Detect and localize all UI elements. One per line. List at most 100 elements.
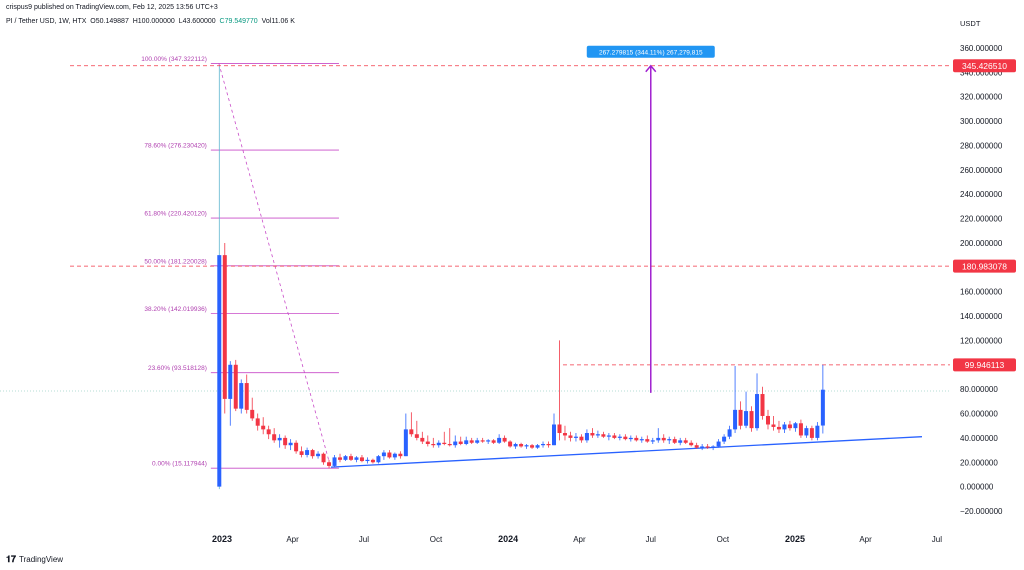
candle-body xyxy=(530,445,535,448)
fibonacci-retracement[interactable]: 100.00% (347.322112) 78.60% (276.230420) 6… xyxy=(141,56,339,469)
candle xyxy=(557,340,562,441)
candle xyxy=(623,434,628,441)
candle xyxy=(678,437,683,446)
candle xyxy=(502,435,507,443)
candle xyxy=(595,430,600,438)
time-tick-label: Jul xyxy=(646,535,656,544)
candle xyxy=(458,436,463,446)
candle xyxy=(294,440,299,454)
tradingview-brand[interactable]: 𝟏𝟕 TradingView xyxy=(6,554,63,565)
price-tags: 345.426510 180.983078 99.946113 xyxy=(953,59,1016,372)
candle xyxy=(255,413,260,431)
candle xyxy=(535,443,540,449)
time-axis[interactable]: 2023 Apr Jul Oct 2024 Apr Jul Oct 2025 Apr Jul xyxy=(212,534,942,544)
candle-body xyxy=(815,425,820,438)
candle xyxy=(689,440,694,447)
price-tag: 345.426510 xyxy=(953,59,1016,73)
candle-body xyxy=(316,453,321,457)
candle xyxy=(617,434,622,441)
candle-body xyxy=(403,429,408,457)
time-tick-label: 2024 xyxy=(498,534,518,544)
candle xyxy=(233,359,238,412)
price-tag: 99.946113 xyxy=(953,358,1016,372)
candle-body xyxy=(480,440,485,442)
time-tick-label: Apr xyxy=(573,535,586,544)
candle-body xyxy=(535,445,540,448)
candle xyxy=(436,440,441,448)
high-value: H100.000000 xyxy=(132,18,175,25)
candle-body xyxy=(776,426,781,430)
candle xyxy=(431,437,436,448)
candle-body xyxy=(601,434,606,437)
candle-body xyxy=(612,435,617,438)
candle xyxy=(376,454,381,464)
candle-body xyxy=(661,437,666,441)
candle xyxy=(760,386,765,420)
candle xyxy=(261,417,266,435)
candle-body xyxy=(744,411,749,426)
candle xyxy=(513,442,518,449)
candle xyxy=(584,429,589,443)
candle xyxy=(250,397,255,421)
candle xyxy=(321,452,326,465)
candle-body xyxy=(458,441,463,444)
candle-body xyxy=(283,437,288,446)
candle-body xyxy=(272,434,277,441)
currency-label: USDT xyxy=(960,19,981,28)
candle xyxy=(722,434,727,444)
candle xyxy=(815,422,820,441)
candle-body xyxy=(425,441,430,444)
candle xyxy=(338,453,343,463)
candle xyxy=(442,431,447,446)
symbol-label[interactable]: PI / Tether USD, 1W, HTX xyxy=(6,18,87,25)
time-tick-label: 2025 xyxy=(785,534,805,544)
candle-body xyxy=(672,439,677,443)
price-tick-label: 320.000000 xyxy=(960,93,1003,102)
candle xyxy=(727,425,732,440)
candle xyxy=(359,454,364,463)
candle-body xyxy=(321,453,326,463)
measure-tool[interactable]: 267.279815 (344.11%) 267,279,815 xyxy=(586,45,715,393)
candle-body xyxy=(590,433,595,436)
candle xyxy=(403,413,408,457)
candle xyxy=(530,443,535,449)
candle-body xyxy=(365,459,370,462)
candle xyxy=(497,434,502,444)
candle-body xyxy=(222,255,227,399)
candle xyxy=(469,437,474,444)
candle xyxy=(601,431,606,438)
candle xyxy=(524,443,529,449)
candle xyxy=(733,366,738,434)
time-tick-label: Oct xyxy=(717,535,730,544)
candle-body xyxy=(765,415,770,425)
candle-body xyxy=(475,440,480,443)
candle-body xyxy=(771,424,776,427)
candle xyxy=(705,443,710,449)
candle-body xyxy=(584,433,589,441)
tradingview-logo-icon: 𝟏𝟕 xyxy=(6,554,17,564)
candle-body xyxy=(689,442,694,446)
time-tick-label: Apr xyxy=(286,535,299,544)
candle xyxy=(628,435,633,442)
candle xyxy=(453,435,458,448)
candle xyxy=(787,420,792,431)
candle xyxy=(541,441,546,448)
candle xyxy=(266,425,271,440)
volume-value: Vol11.06 K xyxy=(261,18,295,25)
price-tick-label: 140.000000 xyxy=(960,312,1003,321)
price-tag: 180.983078 xyxy=(953,259,1016,273)
fib-level-label: 61.80% (220.420120) xyxy=(144,211,207,218)
candle-body xyxy=(694,445,699,448)
candle-body xyxy=(233,364,238,409)
measure-label-box xyxy=(586,45,715,58)
candle-body xyxy=(716,441,721,447)
candle xyxy=(327,459,332,469)
price-tick-label: 120.000000 xyxy=(960,336,1003,345)
candle-body xyxy=(628,437,633,440)
candle-body xyxy=(606,435,611,437)
candle-body xyxy=(683,440,688,443)
price-tick-label: 340.000000 xyxy=(960,68,1003,77)
support-trendline[interactable] xyxy=(330,436,923,468)
candle xyxy=(656,428,661,443)
